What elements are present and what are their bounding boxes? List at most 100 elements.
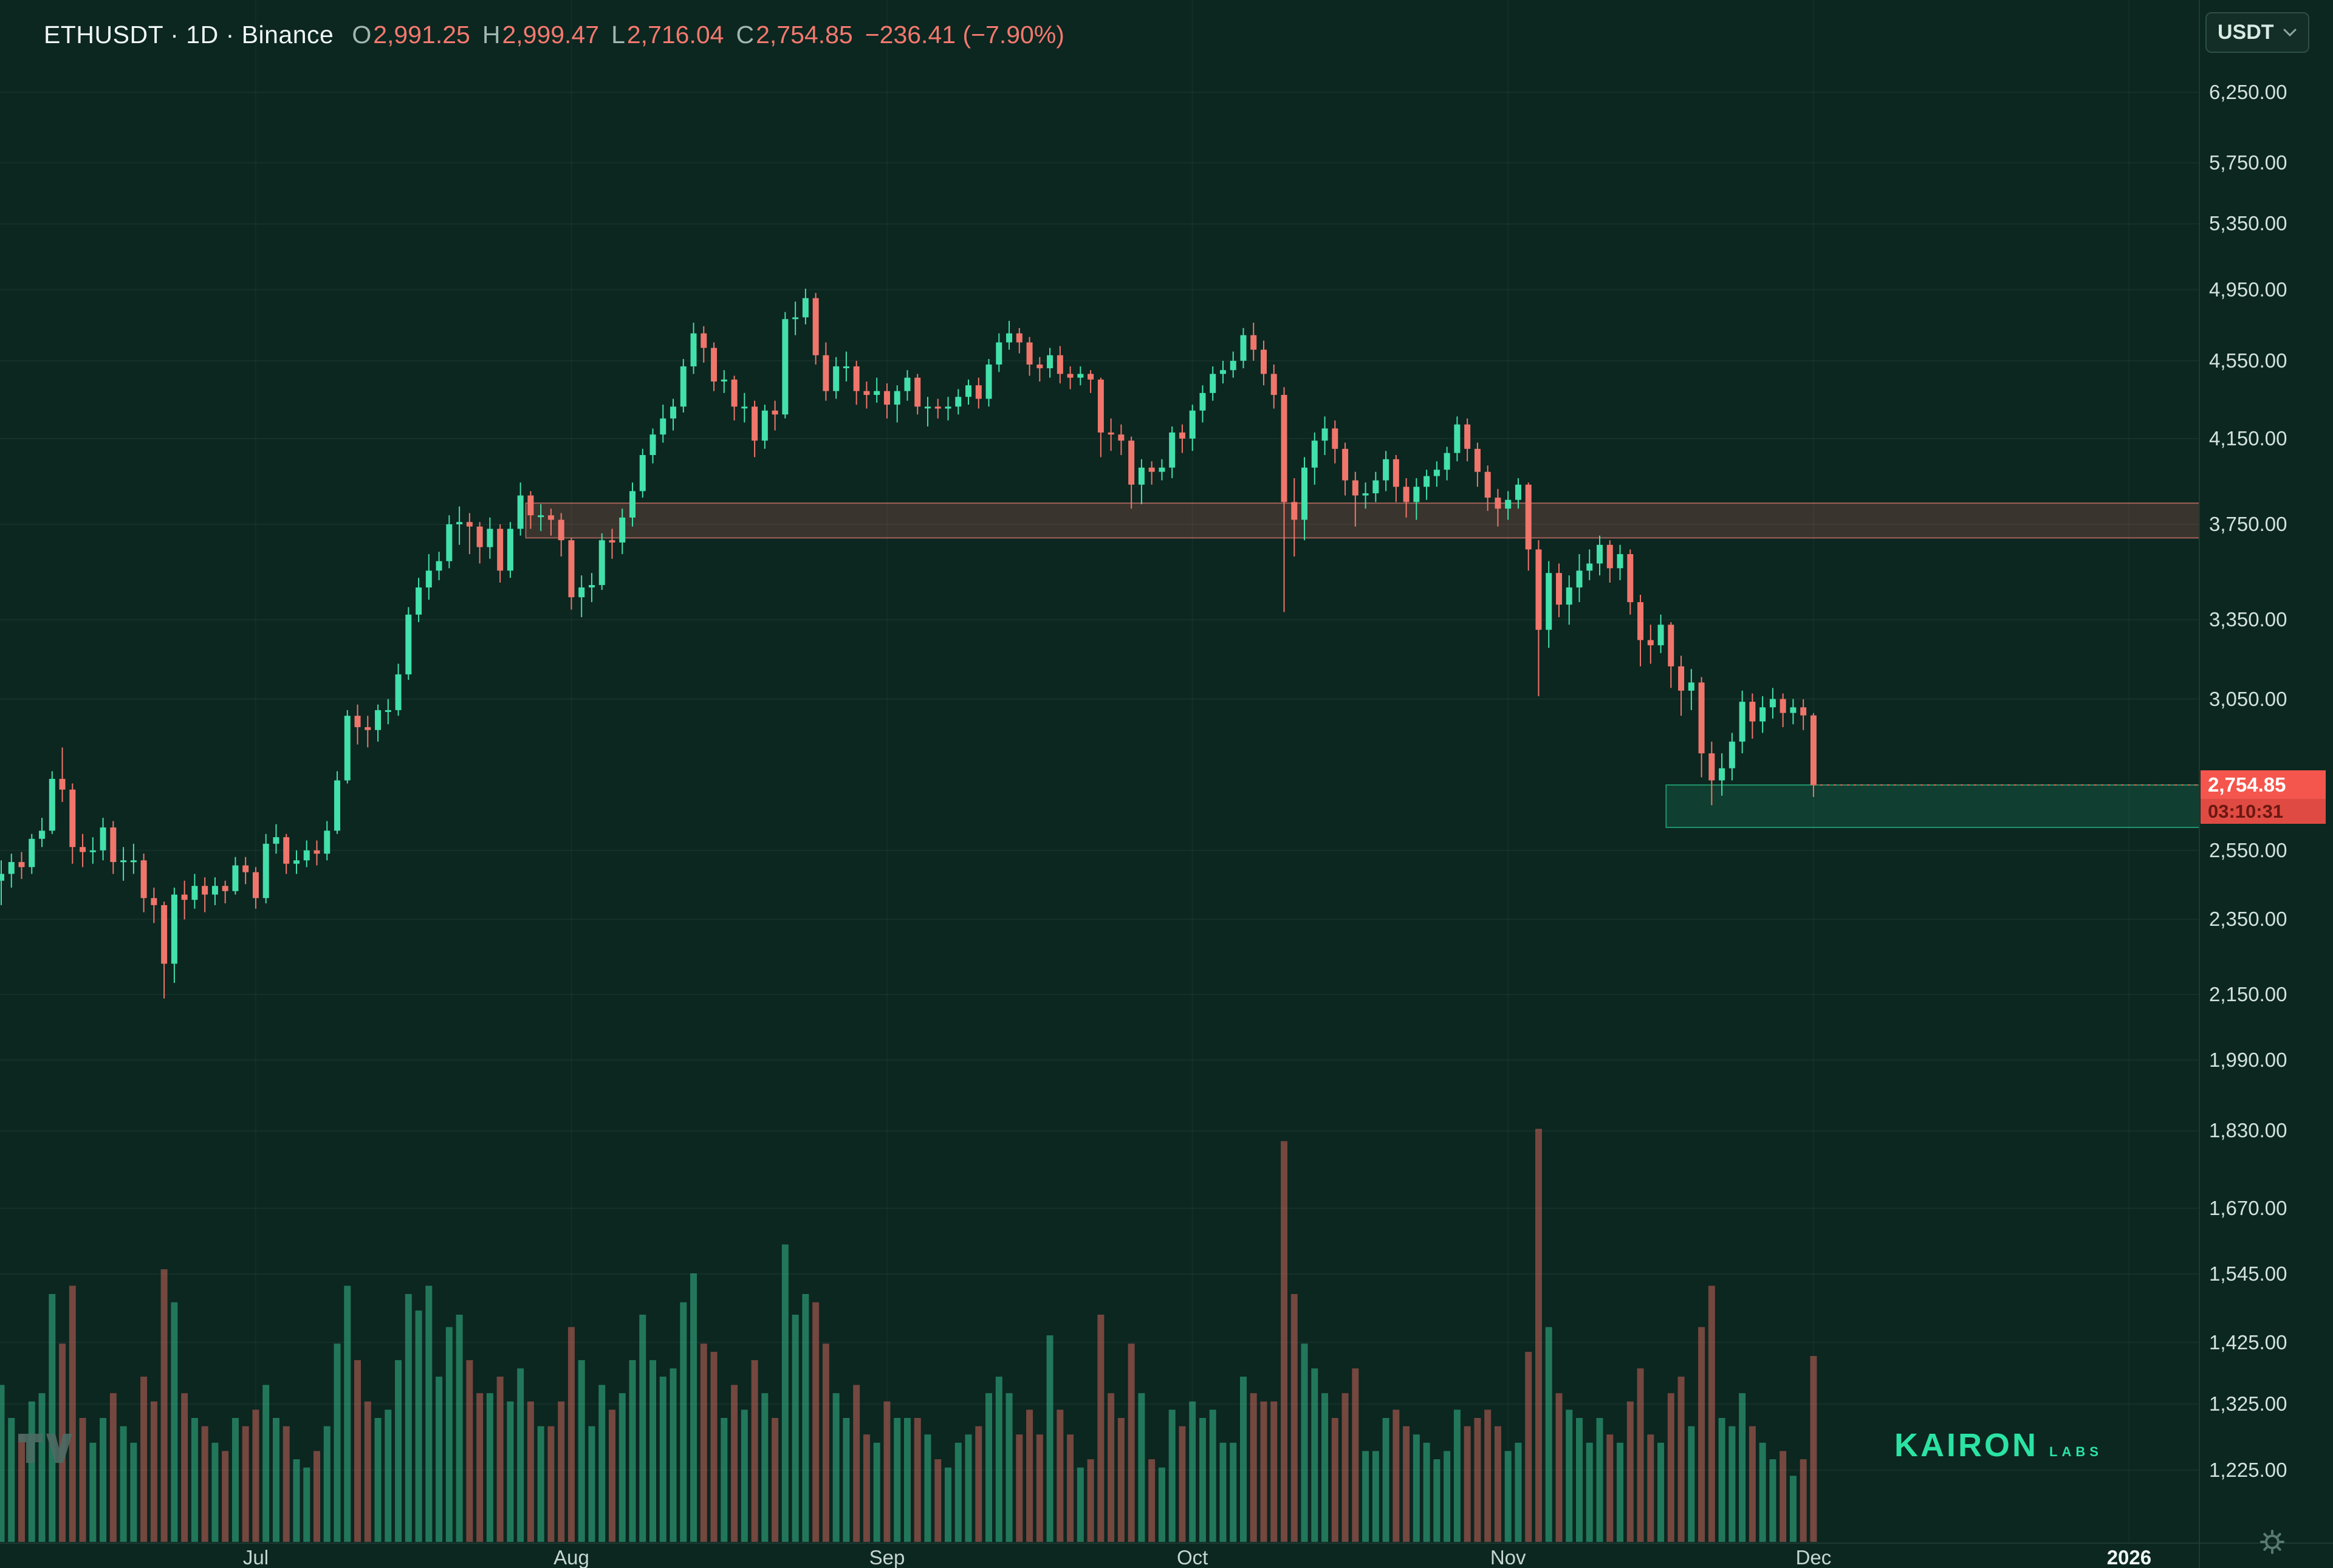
candle	[1097, 379, 1104, 433]
candle	[1108, 432, 1114, 435]
candle	[670, 406, 677, 419]
candle	[324, 830, 331, 854]
candle	[1698, 682, 1705, 754]
candle	[1383, 459, 1389, 481]
currency-unit-button[interactable]: USDT	[2205, 12, 2309, 53]
candle	[833, 366, 840, 391]
candle	[1749, 702, 1756, 722]
time-axis-label: Dec	[1795, 1546, 1832, 1568]
candle	[1036, 365, 1043, 369]
candle	[609, 540, 615, 543]
candle	[334, 780, 341, 831]
candle	[1219, 370, 1226, 374]
candle	[303, 850, 310, 861]
currency-unit-label: USDT	[2218, 21, 2274, 44]
candle	[497, 529, 504, 571]
time-axis-label: Nov	[1490, 1546, 1526, 1568]
candle	[1657, 625, 1664, 646]
candle	[1484, 471, 1491, 498]
last-price-tag: 2,754.85 03:10:31	[2201, 770, 2326, 824]
candle	[313, 850, 320, 854]
candle	[1047, 355, 1053, 369]
candle	[354, 716, 361, 727]
candle	[69, 789, 76, 847]
candle	[517, 495, 524, 529]
price-axis[interactable]: 6,250.00 5,750.00 5,350.00 4,950.00 4,550.00…	[2199, 0, 2333, 1568]
price-axis-label: 4,150.00	[2209, 426, 2287, 450]
candle	[853, 366, 860, 391]
candle	[761, 410, 768, 441]
candle	[416, 587, 422, 615]
candle	[1311, 440, 1318, 468]
candle	[39, 830, 46, 839]
candle	[1281, 395, 1287, 502]
candle	[446, 524, 453, 561]
candle	[1362, 493, 1369, 496]
candle	[782, 319, 789, 415]
tradingview-logo-icon[interactable]	[15, 1429, 75, 1471]
high-readout: H2,999.47	[482, 21, 599, 49]
chevron-down-icon	[2283, 29, 2297, 36]
candle	[140, 860, 147, 899]
close-label: C	[736, 21, 755, 49]
candle	[1260, 349, 1267, 374]
time-axis-label: 2026	[2106, 1546, 2152, 1568]
candle	[538, 515, 544, 518]
kairon-labs-suffix: LABS	[2049, 1444, 2103, 1459]
price-axis-label: 1,830.00	[2209, 1119, 2287, 1142]
candle	[985, 365, 992, 399]
symbol-title[interactable]: ETHUSDT · 1D · Binance	[44, 21, 334, 49]
candle	[1627, 554, 1634, 603]
volume-layer	[0, 1129, 1817, 1542]
candle	[1240, 335, 1247, 361]
time-axis-label: Sep	[869, 1546, 905, 1568]
candles-layer	[0, 289, 1817, 999]
time-axis-label: Aug	[553, 1546, 589, 1568]
bar-close-countdown: 03:10:31	[2201, 799, 2326, 824]
candle	[456, 522, 463, 524]
kairon-wordmark: KAIRON	[1894, 1427, 2038, 1464]
candle	[1780, 699, 1786, 713]
candle	[1159, 467, 1165, 472]
symbol-legend[interactable]: ETHUSDT · 1D · Binance O2,991.25 H2,999.…	[44, 21, 1064, 49]
candle	[436, 561, 442, 571]
candle	[273, 837, 279, 844]
candle	[1138, 467, 1145, 485]
candle	[1546, 573, 1552, 630]
support-zone[interactable]	[1665, 784, 2199, 829]
candle	[1525, 484, 1532, 550]
candle	[1535, 549, 1542, 630]
scale-settings-gear-icon[interactable]	[2258, 1527, 2287, 1559]
price-axis-label: 4,550.00	[2209, 349, 2287, 372]
candle	[1505, 499, 1512, 509]
candle	[181, 894, 188, 900]
candle	[1800, 707, 1807, 716]
time-axis-label: Oct	[1177, 1546, 1208, 1568]
candle	[1128, 440, 1135, 485]
candle	[1342, 448, 1349, 481]
price-axis-label: 2,150.00	[2209, 983, 2287, 1006]
time-axis[interactable]: Jul Aug Sep Oct Nov Dec 2026	[0, 1544, 2199, 1568]
candle	[1321, 428, 1328, 441]
candle	[191, 886, 198, 900]
candle	[649, 434, 656, 456]
resistance-zone[interactable]	[525, 502, 2199, 539]
candle	[752, 406, 758, 441]
candle	[1352, 480, 1358, 496]
candle	[1810, 715, 1817, 786]
candle	[1576, 570, 1583, 587]
candle	[1586, 563, 1593, 571]
candle	[721, 379, 727, 382]
candle	[1301, 467, 1308, 520]
candle	[18, 861, 25, 868]
candle	[262, 843, 269, 899]
price-axis-label: 3,050.00	[2209, 687, 2287, 710]
plot-area[interactable]	[0, 0, 2199, 1543]
candle	[924, 406, 931, 409]
candle	[1515, 484, 1521, 500]
kairon-labs-watermark: KAIRON LABS	[1894, 1426, 2103, 1464]
candle	[578, 587, 585, 598]
candle	[8, 861, 15, 874]
